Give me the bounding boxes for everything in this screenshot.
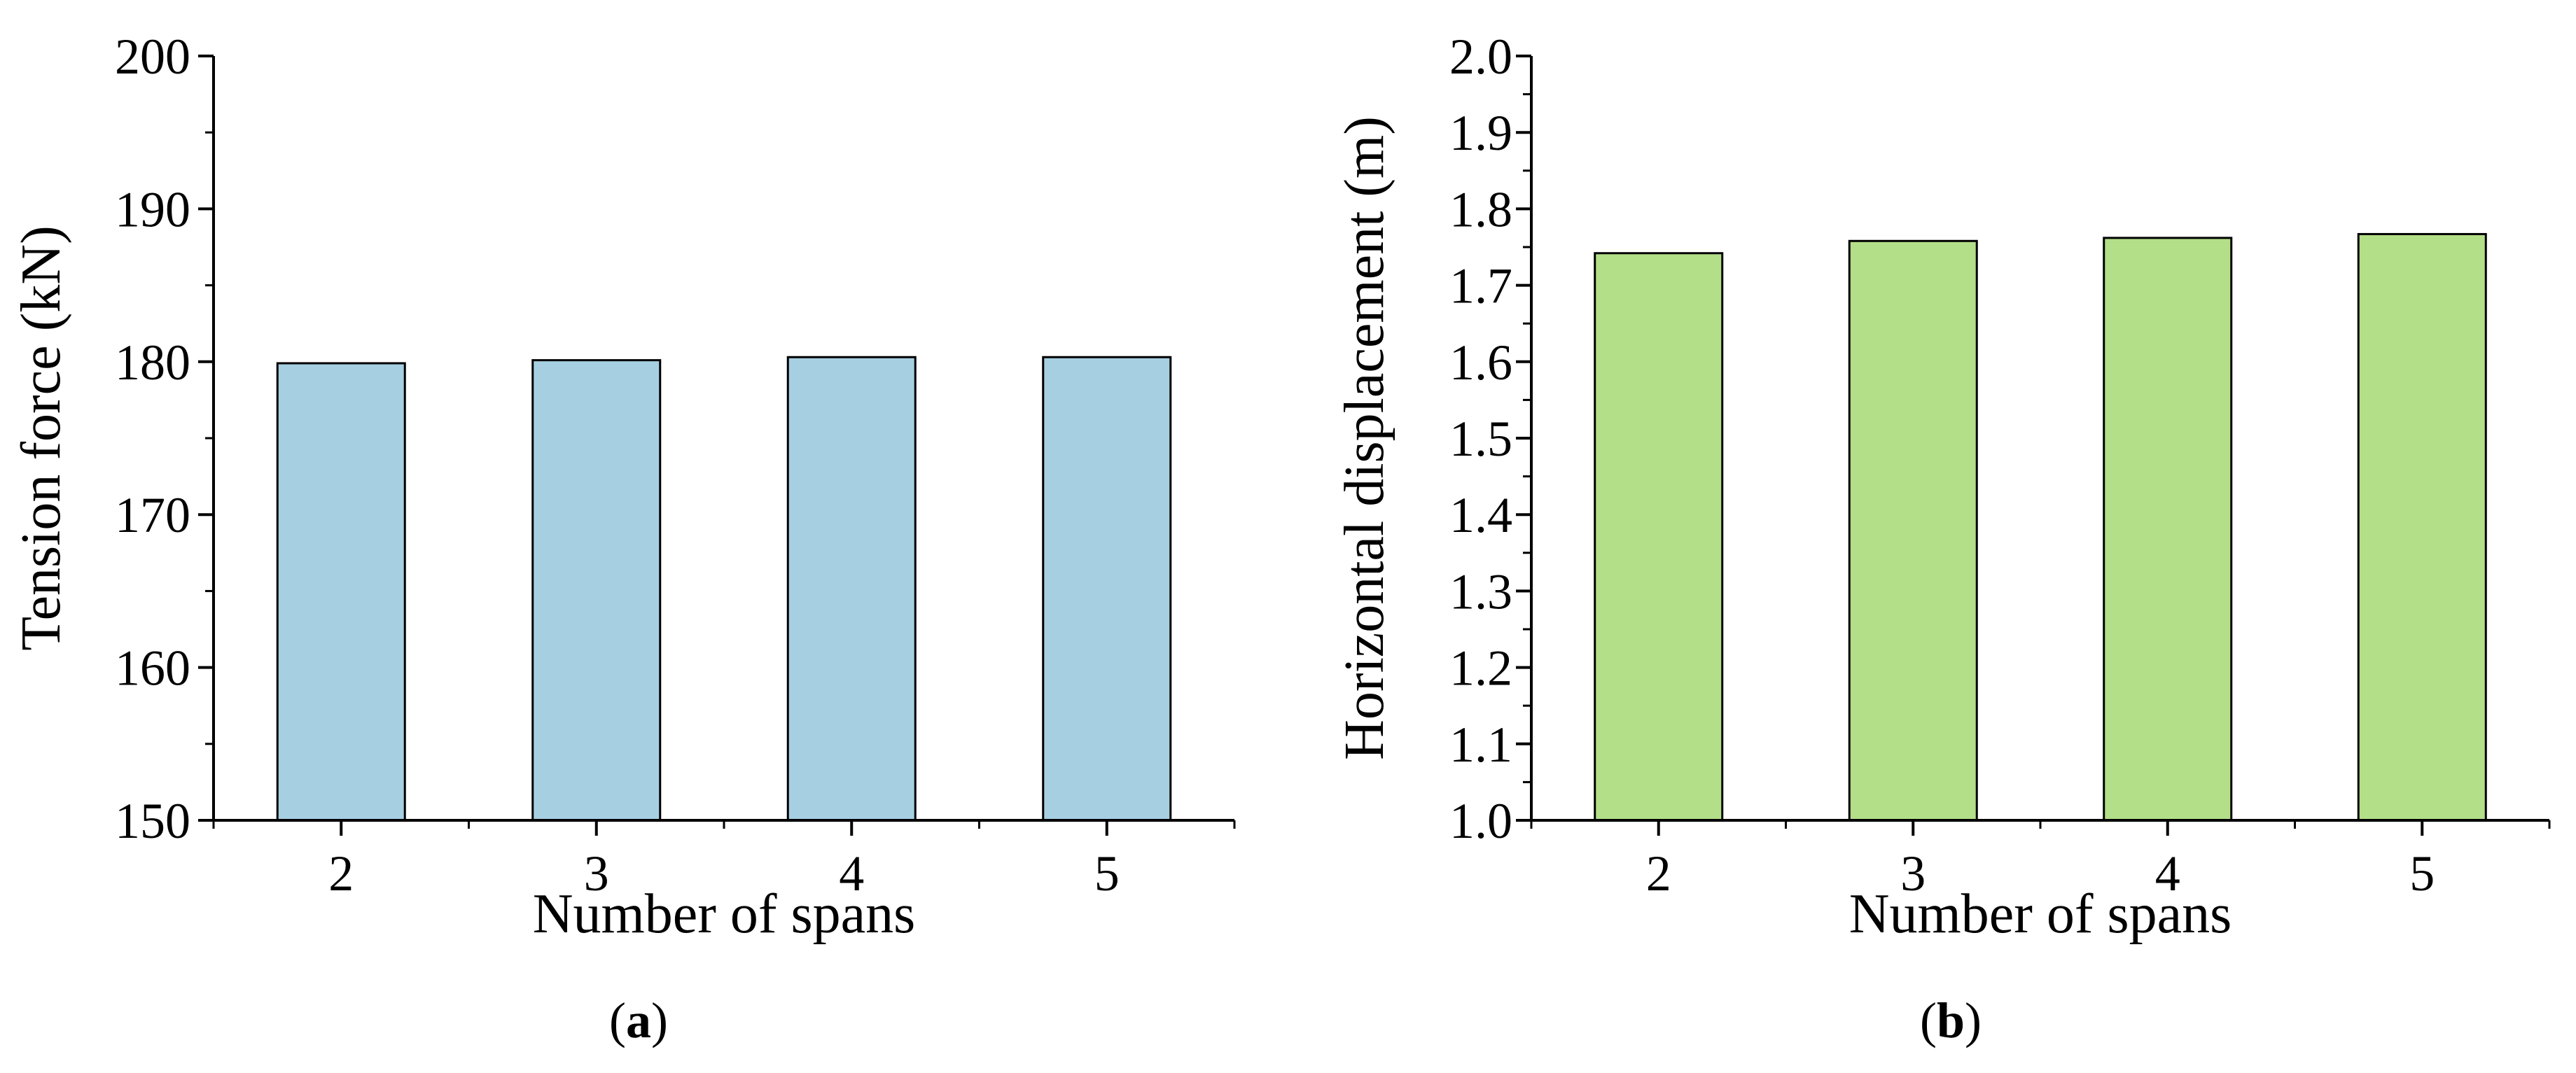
- panel-caption: (b): [1920, 993, 1982, 1049]
- bar-5: [1042, 356, 1172, 822]
- x-tick-label: 2: [328, 846, 354, 902]
- bar-2: [276, 362, 406, 822]
- y-tick-label: 150: [115, 793, 190, 849]
- y-tick-label: 160: [115, 640, 190, 696]
- y-tick-label: 1.3: [1449, 563, 1512, 619]
- y-axis-title: Tension force (kN): [11, 225, 72, 651]
- y-tick-label: 180: [115, 335, 190, 391]
- y-tick-label: 190: [115, 181, 190, 237]
- x-tick-label: 3: [1900, 846, 1926, 902]
- chart-panel-a: 150 160 170 180 190 200 2 3 4 5 Number of spans Ten…: [11, 29, 1236, 1049]
- x-tick-label: 5: [1094, 846, 1120, 902]
- y-tick-label: 1.2: [1449, 640, 1512, 696]
- y-tick-label: 1.9: [1449, 105, 1512, 161]
- x-tick-label: 4: [839, 846, 864, 902]
- y-tick-label: 1.5: [1449, 411, 1512, 467]
- y-axis-title: Horizontal displacement (m): [1334, 116, 1395, 760]
- y-tick-label: 1.0: [1449, 793, 1512, 849]
- x-tick-label: 4: [2155, 846, 2180, 902]
- y-tick-label: 1.6: [1449, 335, 1512, 391]
- bar-4: [786, 356, 917, 822]
- bar-3: [1848, 239, 1978, 822]
- x-tick-label: 3: [584, 846, 609, 902]
- x-axis-title: Number of spans: [533, 883, 916, 945]
- x-tick-label: 2: [1646, 846, 1671, 902]
- x-tick-label: 5: [2409, 846, 2435, 902]
- y-tick-label: 170: [115, 487, 190, 543]
- y-tick-label: 1.1: [1449, 717, 1512, 773]
- bar-2: [1594, 252, 1724, 822]
- panel-caption: (a): [609, 993, 668, 1049]
- y-tick-label: 1.4: [1449, 487, 1512, 543]
- bar-3: [531, 359, 662, 822]
- bar-4: [2103, 237, 2233, 822]
- chart-panel-b: 1.0 1.1 1.2 1.3 1.4 1.5 1.6 1.7 1.8 1.9 2.0 2 3 4 5 Num…: [1334, 29, 2551, 1049]
- y-tick-label: 1.8: [1449, 181, 1512, 237]
- y-tick-label: 1.7: [1449, 258, 1512, 314]
- bar-5: [2357, 232, 2487, 822]
- y-tick-label: 200: [115, 29, 190, 85]
- y-tick-label: 2.0: [1449, 29, 1512, 85]
- x-axis-title: Number of spans: [1849, 883, 2232, 945]
